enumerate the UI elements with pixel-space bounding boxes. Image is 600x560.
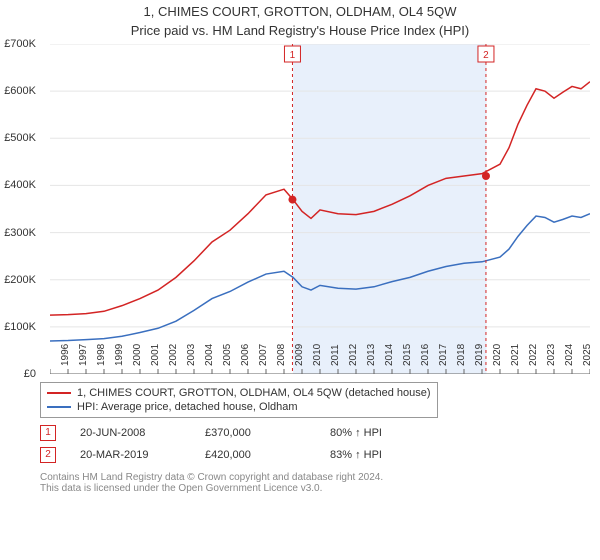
sale-markers-table: 1 20-JUN-2008£370,00080% ↑ HPI 2 20-MAR-201…: [40, 422, 600, 466]
y-tick-label: £600K: [4, 85, 36, 97]
x-tick-label: 2015: [402, 343, 413, 366]
marker-row: 2 20-MAR-2019£420,00083% ↑ HPI: [40, 444, 600, 466]
page-subtitle: Price paid vs. HM Land Registry's House …: [0, 19, 600, 44]
x-tick-label: 2012: [348, 343, 359, 366]
x-tick-label: 2004: [204, 343, 215, 366]
chart-plot: 1995 1996 1997 1998 1999 2000 2001 2002 2003 2004…: [50, 44, 590, 374]
legend-label: 1, CHIMES COURT, GROTTON, OLDHAM, OL4 5Q…: [77, 387, 431, 399]
x-tick-label: 2017: [438, 343, 449, 366]
marker-hpi: 83% ↑ HPI: [330, 449, 455, 461]
y-axis: £0£100K£200K£300K£400K£500K£600K£700K: [0, 44, 40, 374]
x-tick-label: 2003: [186, 343, 197, 366]
page-title: 1, CHIMES COURT, GROTTON, OLDHAM, OL4 5Q…: [0, 0, 600, 19]
sale-marker-dot: [288, 196, 296, 204]
marker-hpi: 80% ↑ HPI: [330, 427, 455, 439]
sale-marker-badge-number: 1: [290, 50, 296, 61]
marker-date: 20-MAR-2019: [80, 449, 205, 461]
x-tick-label: 2018: [456, 343, 467, 366]
x-tick-label: 2010: [312, 343, 323, 366]
y-tick-label: £300K: [4, 227, 36, 239]
marker-row-badge: 2: [40, 447, 56, 463]
y-tick-label: £100K: [4, 321, 36, 333]
footnote-line-2: This data is licensed under the Open Gov…: [40, 483, 600, 494]
y-tick-label: £400K: [4, 179, 36, 191]
x-tick-label: 2022: [528, 343, 539, 366]
x-tick-label: 2006: [240, 343, 251, 366]
y-tick-label: £200K: [4, 274, 36, 286]
marker-date: 20-JUN-2008: [80, 427, 205, 439]
x-tick-label: 2016: [420, 343, 431, 366]
legend: 1, CHIMES COURT, GROTTON, OLDHAM, OL4 5Q…: [40, 382, 438, 418]
legend-swatch: [47, 392, 71, 394]
x-tick-label: 2023: [546, 343, 557, 366]
legend-row: 1, CHIMES COURT, GROTTON, OLDHAM, OL4 5Q…: [47, 386, 431, 400]
y-tick-label: £700K: [4, 38, 36, 50]
x-tick-label: 2009: [294, 343, 305, 366]
x-tick-label: 2001: [150, 343, 161, 366]
x-tick-label: 2020: [492, 343, 503, 366]
x-tick-label: 2002: [168, 343, 179, 366]
sale-marker-dot: [482, 172, 490, 180]
chart: £0£100K£200K£300K£400K£500K£600K£700K 19…: [40, 44, 600, 374]
x-tick-label: 1995: [50, 343, 53, 366]
x-tick-label: 1998: [96, 343, 107, 366]
x-tick-label: 2005: [222, 343, 233, 366]
y-tick-label: £0: [24, 368, 36, 380]
x-tick-label: 2013: [366, 343, 377, 366]
x-tick-label: 2014: [384, 343, 395, 366]
marker-price: £370,000: [205, 427, 330, 439]
footnote: Contains HM Land Registry data © Crown c…: [40, 472, 600, 494]
x-tick-label: 1997: [78, 343, 89, 366]
x-tick-label: 2021: [510, 343, 521, 366]
x-tick-label: 1999: [114, 343, 125, 366]
legend-row: HPI: Average price, detached house, Oldh…: [47, 400, 431, 414]
x-tick-label: 1996: [60, 343, 71, 366]
x-tick-label: 2011: [330, 344, 341, 366]
legend-label: HPI: Average price, detached house, Oldh…: [77, 401, 298, 413]
x-tick-label: 2007: [258, 343, 269, 366]
shaded-region: [293, 44, 487, 374]
x-tick-label: 2000: [132, 343, 143, 366]
y-tick-label: £500K: [4, 132, 36, 144]
sale-marker-badge-number: 2: [483, 50, 489, 61]
x-tick-label: 2008: [276, 343, 287, 366]
x-tick-label: 2025: [582, 343, 590, 366]
x-tick-label: 2024: [564, 343, 575, 366]
marker-row-badge: 1: [40, 425, 56, 441]
legend-swatch: [47, 406, 71, 408]
footnote-line-1: Contains HM Land Registry data © Crown c…: [40, 472, 600, 483]
marker-price: £420,000: [205, 449, 330, 461]
x-tick-label: 2019: [474, 343, 485, 366]
marker-row: 1 20-JUN-2008£370,00080% ↑ HPI: [40, 422, 600, 444]
